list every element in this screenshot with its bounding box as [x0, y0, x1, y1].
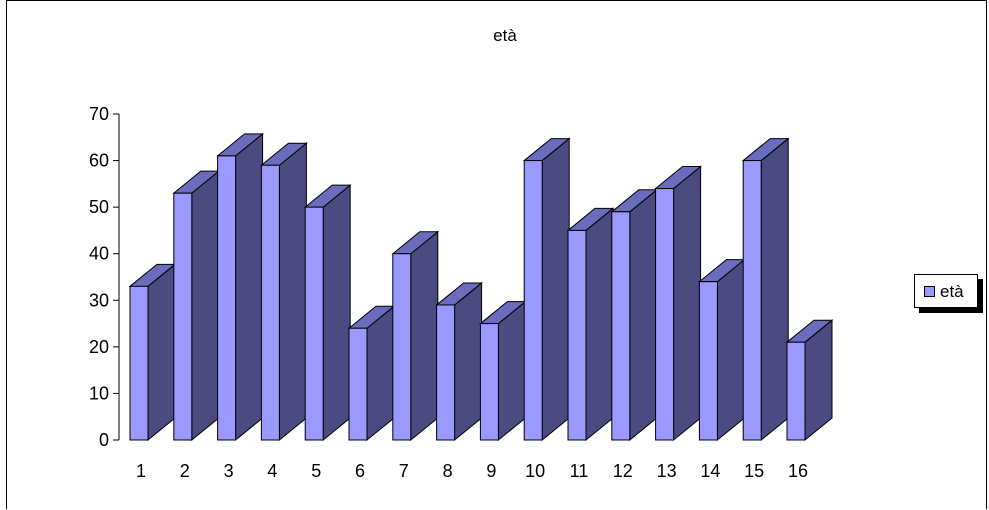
bar-6 — [348, 327, 368, 441]
bar-side-12 — [629, 188, 658, 442]
legend-swatch — [924, 286, 935, 297]
x-tick-label-10: 10 — [525, 461, 545, 481]
x-tick-label-5: 5 — [311, 461, 321, 481]
x-tick-label-12: 12 — [613, 461, 633, 481]
y-tick-label-40: 40 — [89, 244, 109, 264]
chart-frame — [6, 0, 987, 509]
y-tick-label-70: 70 — [89, 104, 109, 124]
bar-side-2 — [191, 170, 220, 442]
bar-10 — [523, 160, 543, 441]
x-tick-label-1: 1 — [136, 461, 146, 481]
bar-9 — [479, 323, 499, 441]
legend-box: età — [914, 274, 978, 308]
bar-13 — [655, 188, 675, 441]
bar-side-10 — [541, 137, 570, 442]
bar-4 — [260, 164, 280, 441]
x-tick-label-8: 8 — [443, 461, 453, 481]
bar-side-14 — [716, 258, 745, 442]
bar-side-15 — [760, 137, 789, 442]
y-tick-label-50: 50 — [89, 197, 109, 217]
bar-side-7 — [410, 230, 439, 442]
legend: età — [914, 274, 984, 310]
x-tick-label-4: 4 — [267, 461, 277, 481]
bar-12 — [611, 211, 631, 441]
bar-side-6 — [366, 305, 395, 442]
bar-side-5 — [322, 184, 351, 442]
bar-side-9 — [497, 300, 526, 442]
y-tick-label-0: 0 — [99, 430, 109, 450]
y-tick-label-10: 10 — [89, 383, 109, 403]
bar-15 — [742, 160, 762, 441]
x-tick-label-15: 15 — [744, 461, 764, 481]
y-tick-label-30: 30 — [89, 290, 109, 310]
bar-3 — [217, 155, 237, 441]
bar-side-4 — [278, 142, 307, 442]
x-tick-label-13: 13 — [657, 461, 677, 481]
x-tick-label-16: 16 — [788, 461, 808, 481]
x-tick-label-2: 2 — [180, 461, 190, 481]
x-tick-label-6: 6 — [355, 461, 365, 481]
x-tick-label-3: 3 — [224, 461, 234, 481]
y-tick-label-20: 20 — [89, 337, 109, 357]
bar-5 — [304, 206, 324, 441]
x-tick-label-9: 9 — [486, 461, 496, 481]
x-tick-label-7: 7 — [399, 461, 409, 481]
bar-side-3 — [235, 132, 264, 442]
bar-14 — [698, 281, 718, 441]
bar-16 — [786, 341, 806, 441]
chart-title: età — [493, 26, 517, 45]
bar-7 — [392, 253, 412, 441]
bar-11 — [567, 229, 587, 441]
bar-side-11 — [585, 207, 614, 442]
x-tick-label-11: 11 — [570, 461, 589, 481]
x-tick-label-14: 14 — [700, 461, 720, 481]
y-tick-label-60: 60 — [89, 151, 109, 171]
bar-side-1 — [147, 263, 176, 442]
bar-side-13 — [673, 165, 702, 442]
legend-label: età — [940, 282, 964, 301]
bar-side-8 — [454, 281, 483, 442]
bar-2 — [173, 192, 193, 441]
bar-1 — [129, 285, 149, 441]
bar-8 — [436, 304, 456, 441]
